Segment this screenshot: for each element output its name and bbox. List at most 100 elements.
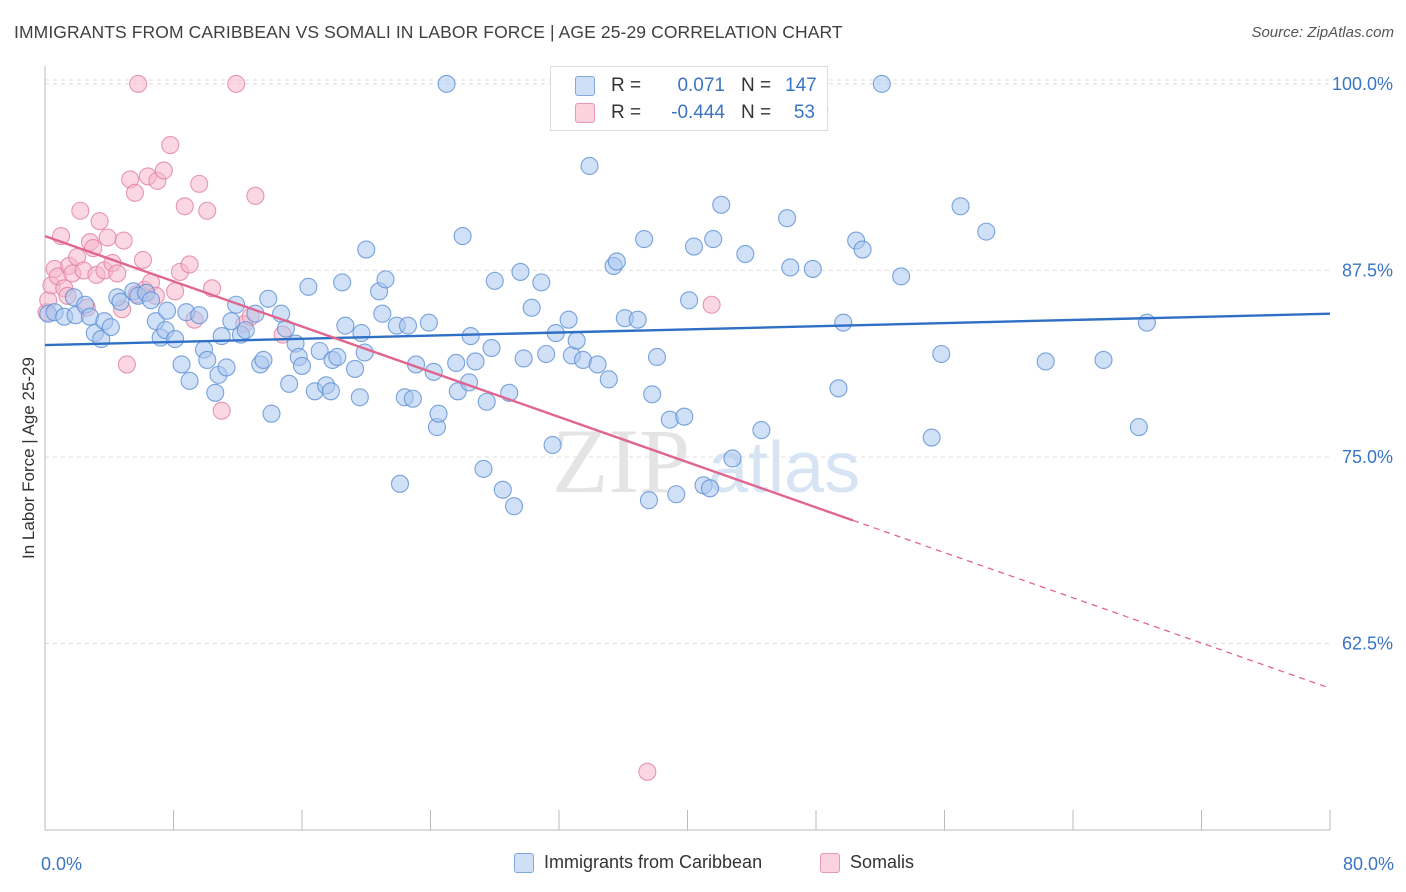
caribbean-point	[474, 459, 493, 478]
caribbean-point	[504, 497, 524, 516]
caribbean-point	[872, 74, 891, 93]
caribbean-point	[236, 321, 255, 340]
caribbean-point	[447, 353, 466, 372]
somalis-point	[166, 282, 185, 301]
somalis-point	[212, 401, 231, 420]
legend-r-label: R =	[611, 102, 642, 123]
caribbean-point	[292, 356, 312, 375]
y-tick-label: 75.0%	[1342, 447, 1393, 467]
caribbean-point	[254, 350, 273, 370]
legend-row-caribbean: R = 0.071 N = 147	[575, 73, 817, 99]
caribbean-point	[333, 273, 352, 292]
legend-n-label: N =	[741, 102, 772, 123]
caribbean-point	[511, 262, 530, 281]
caribbean-point	[280, 374, 299, 393]
series-label: Somalis	[850, 852, 915, 872]
caribbean-point	[111, 292, 130, 311]
caribbean-point	[667, 485, 686, 504]
caribbean-point	[390, 474, 410, 493]
caribbean-point	[141, 291, 161, 310]
somalis-point	[638, 762, 657, 781]
legend-n-value: 147	[785, 75, 817, 96]
gridlines	[45, 79, 1330, 644]
caribbean-point	[684, 237, 703, 256]
caribbean-point	[635, 230, 654, 249]
caribbean-point	[222, 312, 241, 331]
caribbean-point	[607, 252, 626, 271]
caribbean-point	[217, 358, 236, 377]
caribbean-point	[712, 195, 731, 214]
caribbean-point	[580, 156, 599, 176]
caribbean-point	[803, 259, 822, 278]
caribbean-point	[403, 389, 422, 408]
somalis-point	[125, 183, 144, 202]
somalis-point	[117, 355, 136, 374]
caribbean-point	[543, 435, 562, 455]
somalis-point	[129, 74, 148, 93]
watermark: ZIP atlas	[552, 410, 860, 512]
series-legend-somalis: Somalis	[820, 852, 914, 873]
somalis-point	[227, 74, 246, 93]
somalis-point	[98, 228, 117, 247]
caribbean-point	[158, 301, 177, 320]
caribbean-point	[180, 371, 199, 390]
somalis-point	[90, 212, 109, 231]
trend-lines	[44, 234, 1331, 689]
caribbean-point	[190, 306, 209, 325]
caribbean-point	[932, 344, 951, 364]
somalis-point	[175, 197, 194, 216]
axes	[44, 66, 1331, 831]
legend-n-value: 53	[793, 102, 815, 123]
caribbean-point	[723, 449, 742, 468]
series-label: Immigrants from Caribbean	[544, 852, 763, 872]
caribbean-point	[345, 359, 365, 378]
caribbean-point	[398, 316, 418, 335]
caribbean-point	[680, 291, 699, 310]
caribbean-point	[166, 330, 185, 349]
caribbean-point	[485, 271, 504, 290]
caribbean-point	[259, 289, 278, 308]
caribbean-point	[299, 277, 318, 296]
somalis-point	[154, 161, 173, 180]
caribbean-point	[647, 347, 667, 367]
caribbean-points	[39, 74, 1156, 516]
somalis-point	[108, 264, 127, 283]
series-swatch-blue	[514, 852, 534, 873]
somalis-point	[190, 174, 209, 193]
caribbean-point	[1137, 313, 1156, 332]
series-legend-caribbean: Immigrants from Caribbean	[514, 852, 762, 873]
chart-source: Source: ZipAtlas.com	[1251, 24, 1394, 41]
caribbean-point	[262, 404, 281, 423]
caribbean-point	[853, 240, 872, 259]
watermark-atlas: atlas	[708, 428, 860, 508]
caribbean-point	[453, 227, 472, 246]
caribbean-point	[493, 480, 512, 499]
somalis-point	[114, 231, 133, 250]
caribbean-point	[437, 74, 456, 93]
series-swatch-pink	[820, 852, 840, 873]
caribbean-point	[675, 407, 694, 426]
caribbean-point	[357, 240, 376, 259]
caribbean-point	[376, 270, 395, 289]
caribbean-point	[461, 327, 480, 346]
x-tick-label: 80.0%	[1343, 854, 1394, 874]
caribbean-point	[198, 350, 217, 370]
caribbean-point	[977, 222, 996, 241]
caribbean-point	[310, 341, 329, 361]
somalis-point	[180, 255, 199, 274]
caribbean-point	[892, 267, 911, 286]
caribbean-point	[172, 355, 191, 374]
caribbean-point	[588, 355, 607, 374]
somalis-point	[246, 186, 265, 205]
caribbean-point	[567, 331, 586, 350]
caribbean-point	[477, 392, 496, 411]
caribbean-point	[336, 316, 355, 335]
somalis-point	[198, 201, 217, 220]
caribbean-point	[834, 313, 853, 332]
caribbean-point	[704, 230, 723, 249]
tick-labels: 100.0% 87.5% 75.0% 62.5% 0.0% 80.0%	[41, 74, 1394, 874]
caribbean-point	[352, 324, 371, 343]
caribbean-point	[419, 313, 438, 332]
caribbean-point	[1129, 418, 1148, 437]
caribbean-point	[559, 310, 578, 329]
